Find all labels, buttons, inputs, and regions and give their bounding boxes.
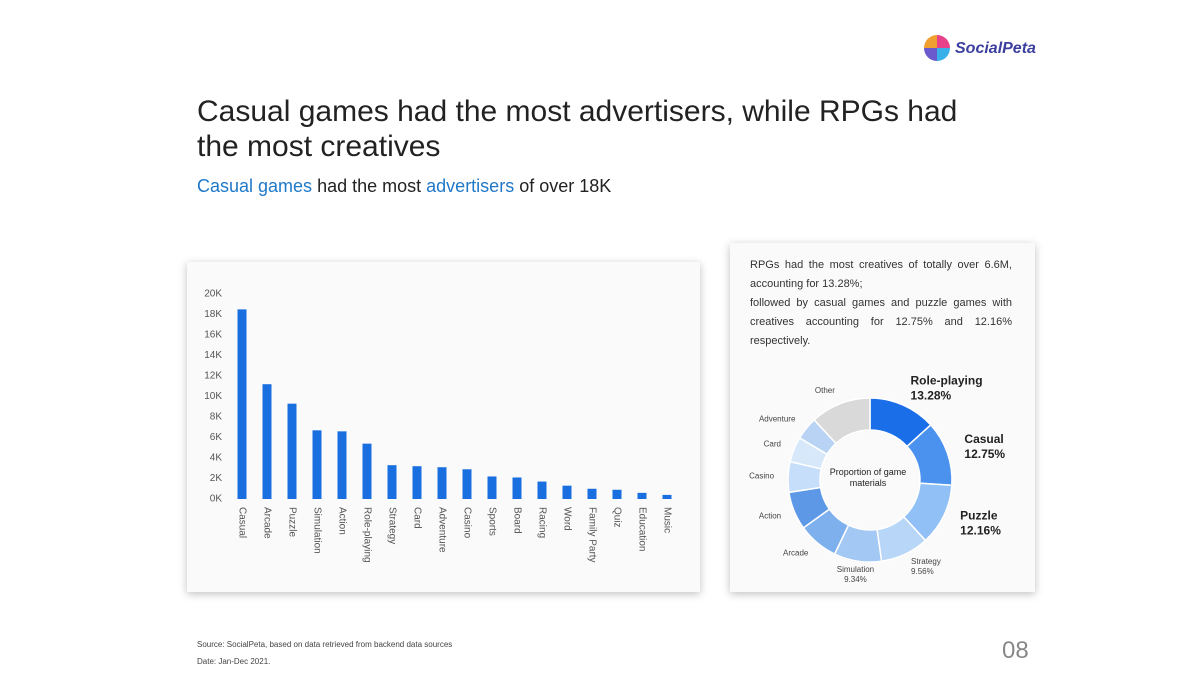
x-tick-label: Music (661, 507, 672, 533)
bar (637, 492, 647, 499)
x-tick-label: Quiz (611, 507, 622, 528)
y-tick-label: 14K (204, 350, 222, 361)
x-tick-label: Board (511, 507, 522, 534)
x-tick-label: Arcade (261, 507, 272, 539)
wedge (813, 397, 871, 445)
bar (587, 488, 597, 499)
pie-label: Card (764, 439, 781, 448)
bar (537, 481, 547, 499)
title: Casual games had the most advertisers, w… (197, 95, 958, 163)
bar (437, 467, 447, 499)
bar (562, 485, 572, 499)
page-number: 08 (1002, 637, 1029, 664)
x-tick-label: Action (336, 507, 347, 535)
x-tick-label: Education (636, 507, 647, 551)
pie-label: Adventure (759, 415, 796, 424)
y-tick-label: 16K (204, 330, 222, 341)
bar (462, 469, 472, 499)
bar (412, 466, 422, 499)
subtitle-part: had the most (317, 176, 422, 196)
pie-label: Casino (749, 472, 774, 481)
pie-label: Role-playing (911, 374, 983, 388)
x-tick-label: Casual (236, 507, 247, 538)
annotation: RPGs had the most creatives of totally o… (750, 256, 1012, 351)
x-tick-label: Strategy (386, 507, 397, 544)
bar (262, 384, 272, 499)
x-tick-label: Adventure (436, 507, 447, 553)
bar-card (187, 262, 700, 592)
y-tick-label: 10K (204, 391, 222, 402)
x-tick-label: Sports (486, 507, 497, 536)
date: Date: Jan-Dec 2021. (197, 657, 271, 666)
y-tick-label: 0K (210, 494, 223, 505)
bar (662, 494, 672, 499)
pie-value-label: 9.34% (844, 575, 867, 584)
pie-value-label: 9.56% (911, 567, 934, 576)
subtitle-part: of over 18K (519, 176, 612, 196)
bar (362, 443, 372, 499)
pie-label: Action (759, 511, 781, 520)
logo: SocialPeta (955, 40, 1036, 57)
source: Source: SocialPeta, based on data retrie… (197, 640, 453, 649)
annotation-line: followed by casual games and puzzle game… (750, 297, 1012, 347)
footer: Source: SocialPeta, based on data retrie… (197, 636, 452, 670)
bar (612, 489, 622, 499)
x-tick-label: Racing (536, 507, 547, 538)
pie-label: Arcade (783, 549, 809, 558)
logo-icon (924, 35, 950, 61)
annotation-line: RPGs had the most creatives of totally o… (750, 259, 1012, 290)
bar (487, 476, 497, 499)
pie-label: Strategy (911, 557, 941, 566)
pie-value-label: 12.16% (960, 523, 1001, 537)
bar (512, 477, 522, 499)
pie-value-label: 12.75% (964, 447, 1005, 461)
x-tick-label: Simulation (311, 507, 322, 554)
pie-label: Casual (964, 432, 1003, 446)
bar (337, 431, 347, 499)
bar (287, 403, 297, 499)
x-tick-label: Casino (461, 507, 472, 539)
center-label: Proportion of game materials (829, 467, 907, 488)
x-tick-label: Role-playing (361, 507, 372, 563)
bar (312, 430, 322, 499)
pie-label: Simulation (837, 565, 874, 574)
y-tick-label: 18K (204, 309, 222, 320)
x-tick-label: Word (561, 507, 572, 531)
y-tick-label: 20K (204, 289, 222, 300)
bar (237, 309, 247, 499)
y-tick-label: 12K (204, 371, 222, 382)
subtitle: Casual games had the most advertisers of… (197, 176, 611, 197)
pie-label: Puzzle (960, 508, 998, 522)
y-tick-label: 8K (210, 412, 223, 423)
x-tick-label: Family Party (586, 507, 597, 563)
subtitle-part: advertisers (426, 176, 515, 196)
y-tick-label: 4K (210, 453, 223, 464)
pie-label: Other (815, 386, 835, 395)
bar (387, 465, 397, 499)
subtitle-part: Casual games (197, 176, 313, 196)
y-tick-label: 6K (210, 432, 223, 443)
y-tick-label: 2K (210, 473, 223, 484)
pie-value-label: 13.28% (911, 389, 952, 403)
x-tick-label: Puzzle (286, 507, 297, 537)
x-tick-label: Card (411, 507, 422, 529)
